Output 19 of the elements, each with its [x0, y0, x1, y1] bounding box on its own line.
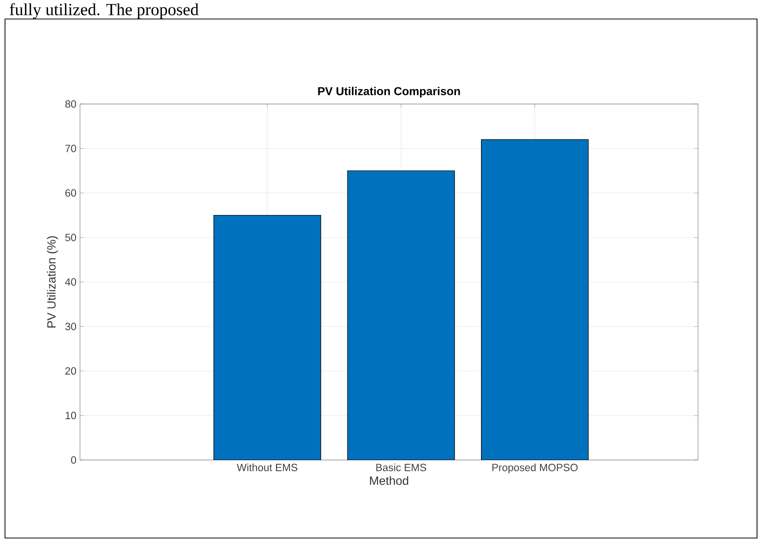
y-tick-label: 0	[71, 456, 76, 464]
y-tick-label: 40	[65, 278, 76, 286]
bar	[347, 170, 455, 460]
x-tick-label: Without EMS	[236, 464, 298, 472]
y-tick-label: 70	[65, 144, 76, 152]
x-axis-title: Method	[370, 476, 408, 485]
x-tick-label: Basic EMS	[376, 464, 426, 472]
y-axis-title: PV Utilization (%)	[46, 236, 58, 328]
bar	[213, 214, 322, 460]
text: fully utilized. The proposed	[10, 3, 199, 19]
y-tick-label: 10	[66, 412, 76, 420]
x-tick-label: Proposed MOPSO	[492, 464, 578, 474]
y-tick-label: 20	[65, 367, 76, 375]
y-tick-label: 80	[65, 100, 76, 108]
chart-title: PV Utilization Comparison	[318, 86, 460, 98]
y-tick-label: 60	[65, 189, 76, 197]
bar	[481, 139, 589, 460]
y-tick-label: 30	[65, 322, 76, 330]
y-tick-label: 50	[65, 234, 76, 242]
